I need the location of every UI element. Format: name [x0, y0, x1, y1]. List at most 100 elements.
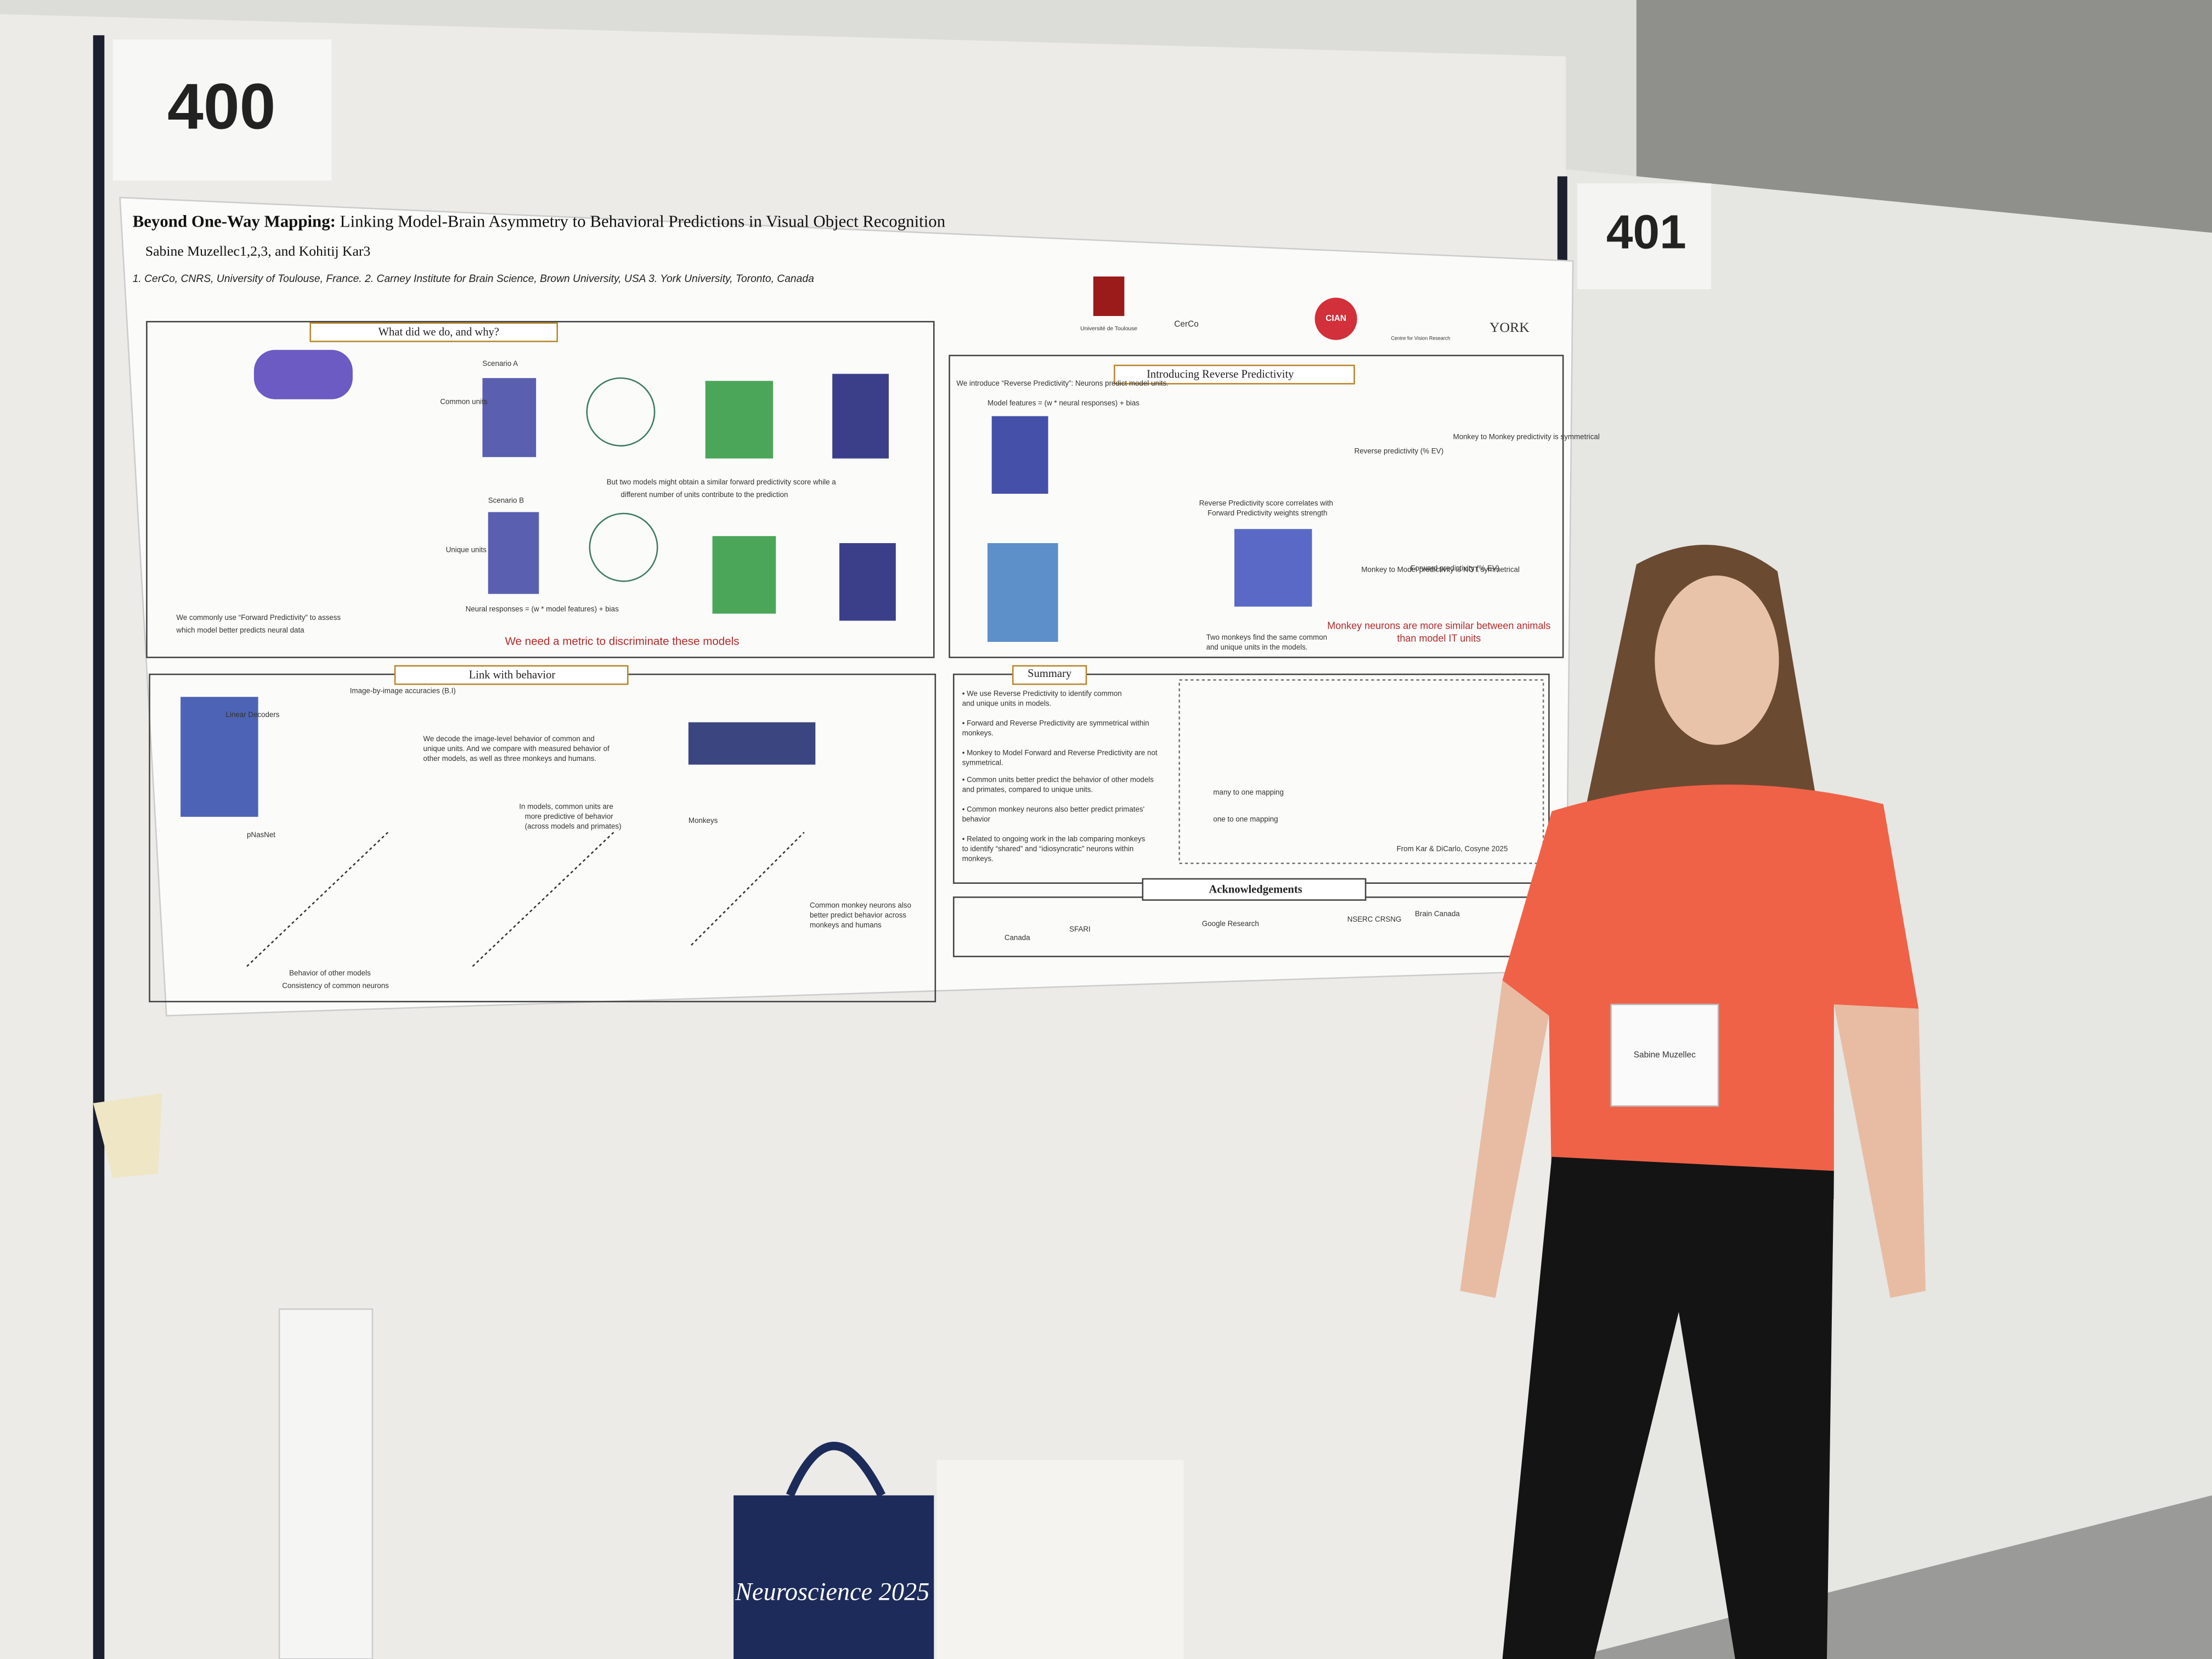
grid-figure [991, 416, 1048, 494]
logo-label: Centre for Vision Research [1391, 336, 1450, 341]
poster-text: different number of units contribute to … [620, 490, 788, 499]
poster-text: In models, common units are [519, 802, 613, 810]
heading-tab [1142, 878, 1367, 901]
section-texts: Scenario A Scenario B Common units Unique u… [176, 359, 1599, 990]
poster-text: behavior [962, 815, 991, 823]
figures [180, 349, 1544, 967]
poster-text: • Common monkey neurons also better pred… [962, 805, 1144, 814]
poster-text: Neural responses = (w * model features) … [466, 605, 619, 613]
poster-text: • Common units better predict the behavi… [962, 776, 1154, 784]
poster-text: one to one mapping [1213, 815, 1278, 823]
poster-text: Scenario A [482, 359, 518, 368]
poster-text: monkeys. [962, 729, 994, 737]
summary-figure [1178, 679, 1544, 864]
section-heading: Summary [1028, 668, 1072, 680]
poster-text: and primates, compared to unique units. [962, 786, 1093, 794]
grid-figure [488, 512, 539, 594]
brain [253, 349, 353, 399]
logo-label: CIAN [1325, 314, 1346, 323]
poster-text: Unique units [446, 545, 487, 554]
poster-text: Monkeys [689, 816, 718, 825]
tote-bag [733, 1495, 934, 1659]
logo [1314, 297, 1357, 340]
poster-text: Monkey to Model predictivity is NOT symm… [1361, 565, 1520, 573]
section-heading: Introducing Reverse Predictivity [1147, 369, 1294, 381]
poster-affiliations: 1. CerCo, CNRS, University of Toulouse, … [133, 273, 814, 285]
poster-text: symmetrical. [962, 759, 1003, 767]
logo-label: YORK [1489, 319, 1530, 335]
section-heading: What did we do, and why? [379, 326, 499, 338]
logo [1093, 276, 1125, 316]
bag-text: Neuroscience 2025 [735, 1578, 929, 1606]
heading-tab [309, 322, 558, 342]
shirt [1502, 785, 1919, 1199]
bag-handle [786, 1442, 886, 1498]
poster-text: Forward Predictivity weights strength [1207, 509, 1327, 517]
poster-text: Monkey neurons are more similar between … [1327, 620, 1550, 631]
poster-text: Brain Canada [1415, 910, 1460, 918]
poster-text: monkeys and humans [810, 921, 882, 929]
diagonal [246, 832, 389, 967]
poster-title: Beyond One-Way Mapping: Linking Model-Br… [133, 212, 945, 230]
poster-text: Reverse predictivity (% EV) [1355, 447, 1444, 455]
histogram [712, 536, 776, 614]
poster-text: and unique units in the models. [1206, 643, 1308, 651]
poster-text: We decode the image-level behavior of co… [423, 735, 594, 743]
logos: Université de Toulouse CerCo CIAN Centre… [1080, 276, 1530, 341]
poster-text: We introduce “Reverse Predictivity”: Neu… [956, 379, 1169, 387]
poster-text: • Related to ongoing work in the lab com… [962, 835, 1146, 843]
poster-text: monkeys. [962, 855, 994, 863]
grid-figure [482, 378, 537, 458]
poster-text: more predictive of behavior [525, 812, 614, 820]
person: Sabine Muzellec [1460, 544, 1926, 1659]
trial-sequence [688, 722, 816, 765]
poster-text: Common monkey neurons also [810, 901, 911, 909]
logo-label: CerCo [1174, 320, 1199, 329]
section-heading: Acknowledgements [1209, 883, 1302, 895]
poster-text: Image-by-image accuracies (B.I) [350, 687, 456, 695]
poster-text: Common units [440, 397, 487, 405]
poster-text: • Forward and Reverse Predictivity are s… [962, 719, 1149, 727]
frame-post [93, 35, 105, 1659]
poster-text: SFARI [1069, 925, 1091, 933]
poster-text: From Kar & DiCarlo, Cosyne 2025 [1397, 845, 1508, 853]
histogram [832, 374, 889, 459]
booth-sign [112, 40, 332, 181]
histogram [988, 543, 1058, 642]
poster-text: We commonly use “Forward Predictivity” t… [176, 613, 341, 622]
heading-tab [1114, 364, 1355, 385]
figure-circle [589, 512, 658, 582]
poster-text: better predict behavior across [810, 911, 906, 919]
paper-roll [278, 1308, 374, 1659]
poster-text: • We use Reverse Predictivity to identif… [962, 690, 1122, 698]
poster-text: Scenario B [488, 496, 524, 504]
poster-text: Forward predictivity (% EV) [1410, 564, 1499, 572]
heading-tab [394, 665, 629, 685]
poster-text: We need a metric to discriminate these m… [505, 635, 739, 647]
arm [1460, 980, 1549, 1298]
poster-text: Two monkeys find the same common [1206, 633, 1328, 641]
cup [93, 1093, 162, 1178]
poster-text: unique units. And we compare with measur… [423, 744, 610, 753]
histogram [839, 543, 896, 621]
badge-name: Sabine Muzellec [1634, 1051, 1696, 1060]
poster-text: which model better predicts neural data [176, 626, 304, 634]
booth-sign [1577, 183, 1712, 290]
poster-text: But two models might obtain a similar fo… [607, 478, 837, 486]
poster-text: Behavior of other models [289, 969, 371, 977]
poster-text: NSERC CRSNG [1347, 915, 1402, 923]
scatter [1234, 529, 1312, 607]
section-box [146, 321, 935, 658]
arm [1833, 1004, 1926, 1298]
booth-number: 401 [1606, 205, 1686, 259]
poster-text: • Monkey to Model Forward and Reverse Pr… [962, 749, 1158, 757]
tote-bag [936, 1460, 1184, 1659]
poster-text: pNasNet [247, 831, 275, 839]
pants [1502, 1156, 1834, 1659]
diagonal [691, 832, 805, 946]
badge [1610, 1003, 1719, 1107]
poster-text: many to one mapping [1213, 788, 1283, 797]
poster-text: Consistency of common neurons [282, 981, 389, 990]
diagonal [472, 832, 614, 967]
